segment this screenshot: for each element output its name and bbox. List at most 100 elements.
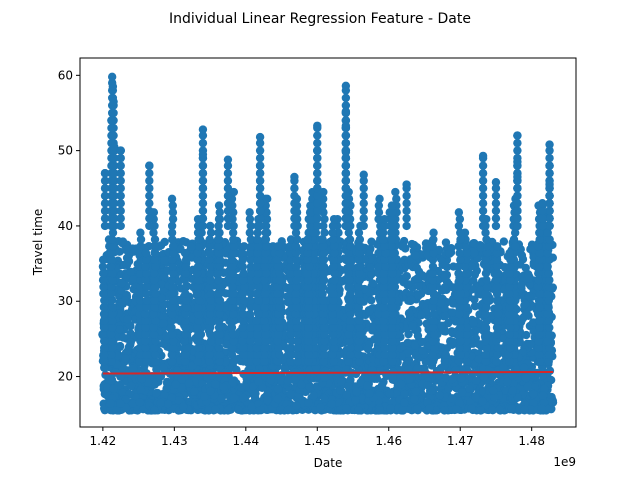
data-point — [344, 303, 353, 312]
data-point — [150, 242, 159, 251]
data-point — [113, 351, 122, 361]
data-point — [462, 357, 471, 366]
data-point — [482, 242, 492, 251]
data-point — [461, 343, 470, 353]
data-point — [273, 394, 283, 404]
data-point — [495, 405, 504, 415]
data-point — [181, 255, 191, 265]
data-point — [344, 296, 354, 305]
data-point — [544, 296, 554, 305]
data-point — [502, 377, 512, 387]
data-point — [206, 296, 216, 305]
data-point — [440, 406, 449, 415]
data-point — [136, 282, 145, 292]
data-point — [149, 309, 158, 319]
data-point — [181, 350, 190, 359]
data-point — [461, 309, 470, 319]
data-point — [533, 343, 543, 353]
data-point — [427, 386, 436, 396]
data-point — [374, 262, 384, 271]
data-point — [159, 363, 168, 373]
data-point — [511, 242, 520, 251]
data-point — [368, 279, 377, 288]
data-point — [182, 343, 191, 353]
data-point — [286, 330, 296, 339]
data-point — [345, 316, 355, 326]
data-point — [286, 389, 296, 399]
data-point — [474, 340, 484, 349]
data-point — [482, 282, 492, 292]
data-point — [441, 311, 450, 321]
data-point — [136, 385, 146, 395]
data-point — [99, 343, 109, 353]
data-point — [387, 289, 396, 298]
data-point — [533, 309, 543, 319]
data-point — [150, 343, 159, 353]
data-point — [462, 303, 471, 312]
data-point — [143, 378, 153, 387]
data-point — [290, 375, 300, 384]
data-point — [180, 275, 190, 285]
data-point — [150, 275, 159, 285]
data-point — [222, 339, 231, 349]
data-point — [319, 373, 329, 382]
data-point — [481, 228, 490, 237]
data-point — [481, 289, 490, 298]
data-point — [544, 242, 554, 251]
data-point — [471, 376, 481, 385]
data-point — [254, 377, 263, 386]
data-point — [544, 357, 553, 366]
data-point — [447, 394, 457, 403]
data-point — [185, 379, 194, 388]
data-point — [168, 336, 178, 346]
data-point — [169, 269, 178, 278]
data-point — [316, 403, 325, 412]
data-point — [354, 289, 363, 298]
data-point — [107, 350, 116, 359]
data-point — [205, 242, 214, 251]
data-point — [356, 378, 365, 387]
data-point — [286, 235, 296, 244]
data-point — [336, 377, 346, 386]
data-point — [121, 245, 131, 255]
data-point — [543, 289, 553, 298]
data-point — [374, 201, 384, 210]
data-point — [227, 255, 237, 265]
data-point — [135, 343, 144, 353]
data-point — [525, 291, 534, 301]
data-point — [493, 269, 502, 278]
data-point — [205, 275, 215, 285]
data-point — [334, 228, 343, 237]
data-point — [206, 289, 216, 298]
data-point — [493, 343, 503, 353]
data-point — [481, 309, 490, 319]
data-point — [366, 255, 375, 264]
data-point — [493, 350, 502, 359]
data-point — [180, 336, 189, 346]
data-point — [492, 275, 501, 285]
data-point — [535, 248, 545, 258]
data-point — [99, 269, 108, 278]
data-point — [355, 235, 365, 244]
data-point — [462, 255, 471, 265]
data-point — [440, 273, 450, 282]
data-point — [374, 309, 384, 319]
data-point — [481, 269, 491, 278]
data-point — [482, 262, 491, 271]
data-point — [387, 330, 397, 339]
data-point — [228, 343, 237, 353]
data-point — [150, 248, 160, 258]
data-point — [228, 269, 237, 278]
data-point — [151, 357, 160, 366]
data-point — [366, 263, 375, 272]
data-point — [206, 262, 215, 271]
data-point — [227, 350, 237, 359]
chart-title: Individual Linear Regression Feature - D… — [169, 11, 471, 27]
data-point — [160, 256, 169, 265]
data-point — [441, 350, 451, 359]
data-point — [205, 282, 214, 292]
data-point — [118, 237, 128, 246]
data-point — [181, 323, 190, 332]
data-point — [544, 316, 554, 326]
data-point — [135, 248, 145, 258]
